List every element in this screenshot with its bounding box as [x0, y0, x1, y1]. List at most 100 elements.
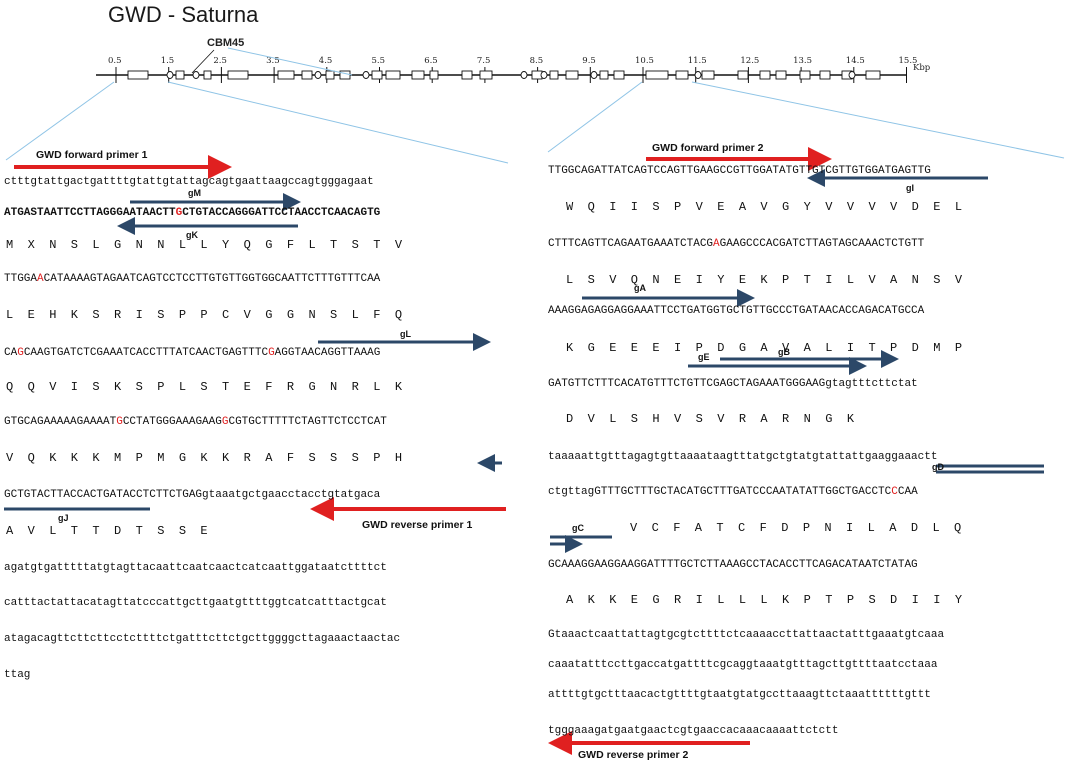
- exon-small: [694, 71, 702, 79]
- tick-label: 15.5: [899, 56, 918, 66]
- rev-primer-2-label: GWD reverse primer 2: [578, 749, 688, 761]
- exon-box: [301, 70, 313, 80]
- exon-box: [411, 70, 425, 80]
- cbm45-label: CBM45: [207, 37, 244, 49]
- exon-box: [203, 70, 212, 80]
- zoom-left-end: [167, 81, 509, 164]
- left-seq-line-6: GCTGTACTTACCACTGATACCTCTTCTGAGgtaaatgctg…: [4, 489, 381, 501]
- tick-label: 10.5: [635, 56, 654, 66]
- left-seq-line-1: ctttgtattgactgattttgtattgtattagcagtgaatt…: [4, 176, 374, 188]
- exon-box: [737, 70, 749, 80]
- right-seq-line-4: GATGTTCTTTCACATGTTTCTGTTCGAGCTAGAAATGGGA…: [548, 378, 918, 390]
- tick-label: 13.5: [793, 56, 812, 66]
- gC-label: gC: [572, 523, 584, 533]
- mutation-site: A: [713, 238, 720, 250]
- right-aa-line-2: L S V Q N E I Y E K P T I L V A N S V: [566, 273, 963, 287]
- exon-small: [362, 71, 370, 79]
- exon-box: [385, 70, 401, 80]
- kbp-label: Kbp: [913, 63, 931, 73]
- right-aa-line-4: D V L S H V S V R A R N G K: [566, 412, 855, 426]
- gene-map: Kbp 0.5 1.5 2.5 3.5 4.5 5.5 6.5 7.5 8.5 9.5 10.5 11…: [5, 37, 1065, 164]
- rev-primer-1-label: GWD reverse primer 1: [362, 519, 472, 531]
- left-seq-line-9: atagacagttcttcttcctcttttctgatttcttctgctt…: [4, 633, 400, 645]
- right-seq-line-11: tgggaaagatgaatgaactcgtgaaccacaaacaaaattc…: [548, 725, 838, 737]
- zoom-right-end: [691, 81, 1065, 159]
- left-aa-line-6: A V L T T D T S S E: [6, 524, 208, 538]
- gE-label: gE: [698, 352, 710, 362]
- gJ-label: gJ: [58, 513, 69, 523]
- tick-label: 3.5: [266, 56, 280, 66]
- left-seq-line-10: ttag: [4, 669, 30, 681]
- exon-box: [775, 70, 787, 80]
- gK-label: gK: [186, 230, 198, 240]
- mutation-site: G: [176, 207, 183, 219]
- exon-box: [865, 70, 881, 80]
- zoom-left-start: [5, 81, 115, 161]
- gI-label: gI: [906, 183, 914, 193]
- tick-label: 6.5: [424, 56, 438, 66]
- exon-small: [314, 71, 322, 79]
- right-seq-line-7: GCAAAGGAAGGAAGGATTTTGCTCTTAAAGCCTACACCTT…: [548, 559, 918, 571]
- cbm45-zoom-line: [227, 47, 353, 76]
- right-sequence-panel: GWD forward primer 2 gI gA gE gB gD gC G…: [548, 142, 1044, 761]
- mutation-site: G: [222, 416, 229, 428]
- zoom-right-start: [547, 81, 643, 153]
- fwd-primer-1-label: GWD forward primer 1: [36, 149, 148, 161]
- right-aa-line-7: A K K E G R I L L L K P T P S D I I Y: [566, 593, 962, 607]
- mutation-site: G: [116, 416, 123, 428]
- tick-label: 8.5: [530, 56, 544, 66]
- tick-label: 5.5: [372, 56, 386, 66]
- exon-box: [819, 70, 831, 80]
- right-aa-line-3: K G E E E I P D G A V A L I T P D M P: [566, 341, 962, 355]
- tick-label: 7.5: [477, 56, 491, 66]
- left-seq-line-5: GTGCAGAAAAAGAAAATGCCTATGGGAAAGAAGGCGTGCT…: [4, 416, 387, 428]
- left-seq-line-2: ATGASTAATTCCTTAGGGAATAACTTGCTGTACCAGGGAT…: [4, 207, 381, 219]
- exon-small: [848, 71, 856, 79]
- gM-label: gM: [188, 188, 201, 198]
- tick-label: 1.5: [161, 56, 175, 66]
- right-aa-line-6: V C F A T C F D P N I L A D L Q: [630, 521, 961, 535]
- exon-box: [799, 70, 811, 80]
- exon-box: [227, 70, 249, 80]
- mutation-site: G: [17, 347, 24, 359]
- right-seq-line-8: Gtaaactcaattattagtgcgtcttttctcaaaaccttat…: [548, 629, 944, 641]
- exon-small: [192, 71, 200, 79]
- right-seq-line-10: attttgtgctttaacactgttttgtaatgtatgccttaaa…: [548, 689, 931, 701]
- gD-label: gD: [932, 462, 944, 472]
- left-aa-line-5: V Q K K K M P M G K K R A F S S S P H: [6, 451, 402, 465]
- exon-group: [127, 70, 881, 80]
- exon-box: [759, 70, 771, 80]
- exon-small: [540, 71, 548, 79]
- exon-box: [479, 70, 493, 80]
- tick-label: 9.5: [582, 56, 596, 66]
- exon-box: [701, 70, 715, 80]
- exon-box: [565, 70, 579, 80]
- right-seq-line-9: caaatatttccttgaccatgattttcgcaggtaaatgttt…: [548, 659, 938, 671]
- gL-label: gL: [400, 329, 411, 339]
- gA-label: gA: [634, 283, 646, 293]
- exon-box: [531, 70, 543, 80]
- mutation-site: G: [268, 347, 275, 359]
- right-seq-line-1: TTGGCAGATTATCAGTCCAGTTGAAGCCGTTGGATATGTT…: [548, 165, 931, 177]
- exon-box: [277, 70, 295, 80]
- right-seq-line-6: ctgttagGTTTGCTTTGCTACATGCTTTGATCCCAATATA…: [548, 486, 918, 498]
- exon-box: [175, 70, 185, 80]
- left-seq-line-8: catttactattacatagttatcccattgcttgaatgtttt…: [4, 597, 387, 609]
- exon-box: [645, 70, 669, 80]
- left-seq-line-4: CAGCAAGTGATCTCGAAATCACCTTTATCAACTGAGTTTC…: [4, 347, 380, 359]
- exon-box: [127, 70, 149, 80]
- exon-small: [520, 71, 528, 79]
- exon-box: [675, 70, 689, 80]
- left-aa-line-3: L E H K S R I S P P C V G G N S L F Q: [6, 308, 402, 322]
- right-aa-line-1: W Q I I S P V E A V G Y V V V V D E L: [566, 200, 962, 214]
- exon-box: [325, 70, 335, 80]
- exon-box: [371, 70, 383, 80]
- tick-label: 0.5: [108, 56, 122, 66]
- tick-label: 12.5: [740, 56, 759, 66]
- figure-title: GWD - Saturna: [108, 2, 259, 27]
- left-aa-line-2: M X N S L G N N L L Y Q G F L T S T V: [6, 238, 403, 252]
- fwd-primer-2-label: GWD forward primer 2: [652, 142, 764, 154]
- tick-label: 14.5: [846, 56, 865, 66]
- exon-box: [339, 70, 351, 80]
